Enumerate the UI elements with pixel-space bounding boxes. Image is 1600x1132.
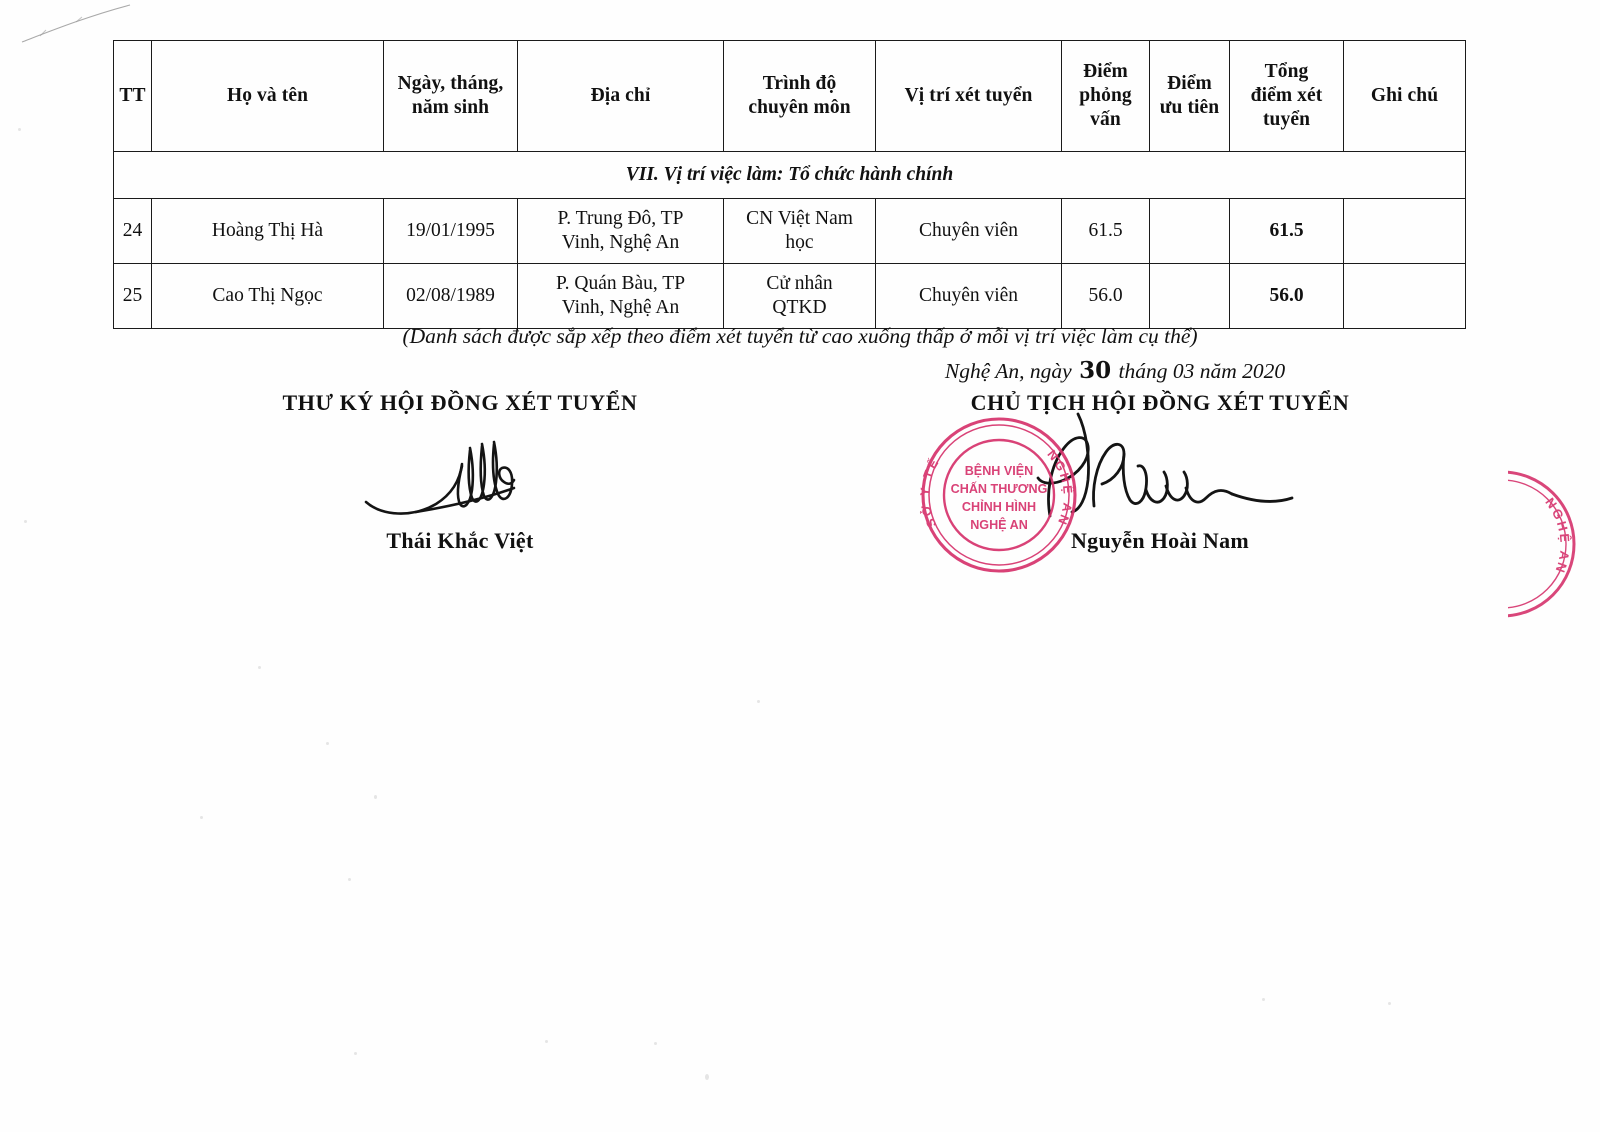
cell-address-line1: P. Quán Bàu, TP: [555, 273, 686, 295]
cell-dob: 02/08/1989: [383, 263, 518, 329]
dateline: Nghệ An, ngày 30 tháng 03 năm 2020: [905, 357, 1325, 384]
column-header-interview-score-line1: Điểm: [1083, 61, 1128, 83]
table-row: 25 Cao Thị Ngọc 02/08/1989 P. Quán Bàu, …: [113, 263, 1466, 329]
sorting-note: (Danh sách được sắp xếp theo điểm xét tu…: [402, 324, 1198, 348]
scan-speck: [18, 128, 21, 131]
candidate-table-container: TT Họ và tên Ngày, tháng, năm sinh Địa c…: [113, 40, 1466, 329]
column-header-dob-line1: Ngày, tháng,: [397, 73, 504, 95]
signature-block-chairman: CHỦ TỊCH HỘI ĐỒNG XÉT TUYỂN Nguyễn Hoài …: [880, 390, 1440, 554]
cell-address-line1: P. Trung Đô, TP: [557, 208, 684, 230]
candidate-table: TT Họ và tên Ngày, tháng, năm sinh Địa c…: [113, 40, 1466, 329]
column-header-interview-score: Điểm phỏng vấn: [1061, 40, 1150, 152]
handwritten-signature-icon: [364, 440, 516, 515]
scan-speck: [200, 816, 203, 819]
table-row: 24 Hoàng Thị Hà 19/01/1995 P. Trung Đô, …: [113, 198, 1466, 264]
cell-name: Cao Thị Ngọc: [151, 263, 384, 329]
dateline-prefix: Nghệ An, ngày: [944, 359, 1072, 383]
cell-position: Chuyên viên: [875, 198, 1062, 264]
cell-interview-score: 61.5: [1061, 198, 1150, 264]
handwritten-signature-icon: [1036, 412, 1294, 518]
cell-education: Cử nhân QTKD: [723, 263, 876, 329]
column-header-dob-line2: năm sinh: [411, 97, 490, 118]
scan-speck: [1388, 1002, 1391, 1005]
cell-note: [1343, 198, 1466, 264]
column-header-priority-score-line2: ưu tiên: [1159, 97, 1220, 118]
signature-area-chairman: [880, 412, 1440, 528]
signature-title-chairman: CHỦ TỊCH HỘI ĐỒNG XÉT TUYỂN: [970, 390, 1350, 415]
column-header-priority-score: Điểm ưu tiên: [1149, 40, 1230, 152]
cell-education-line1: Cử nhân: [766, 273, 833, 295]
cell-address: P. Trung Đô, TP Vinh, Nghệ An: [517, 198, 724, 264]
partial-seal-stamp-icon: NGHỆ AN: [1508, 470, 1576, 618]
column-header-total-score-line2: điểm xét: [1250, 85, 1323, 107]
signature-name-chairman: Nguyễn Hoài Nam: [1070, 528, 1250, 553]
dateline-day: 30: [1079, 357, 1112, 384]
cell-priority-score: [1149, 263, 1230, 329]
cell-tt: 25: [113, 263, 152, 329]
scan-speck: [374, 795, 377, 799]
table-header-row: TT Họ và tên Ngày, tháng, năm sinh Địa c…: [113, 40, 1466, 152]
cell-interview-score: 56.0: [1061, 263, 1150, 329]
column-header-total-score-line1: Tổng: [1264, 61, 1309, 83]
cell-position: Chuyên viên: [875, 263, 1062, 329]
column-header-interview-score-line3: vấn: [1090, 108, 1121, 130]
scan-speck: [354, 1052, 357, 1055]
section-title: VII. Vị trí việc làm: Tổ chức hành chính: [113, 151, 1466, 199]
scan-speck: [326, 742, 329, 745]
svg-text:NGHỆ AN: NGHỆ AN: [1542, 495, 1572, 577]
scan-speck: [24, 520, 27, 523]
cell-address-line2: Vinh, Nghệ An: [561, 297, 680, 318]
scan-speck: [654, 1042, 657, 1045]
signature-name-secretary: Thái Khắc Việt: [386, 528, 534, 553]
column-header-education: Trình độ chuyên môn: [723, 40, 876, 152]
column-header-position: Vị trí xét tuyển: [875, 40, 1062, 152]
cell-education: CN Việt Nam học: [723, 198, 876, 264]
column-header-note: Ghi chú: [1343, 40, 1466, 152]
column-header-interview-score-line2: phỏng: [1079, 85, 1132, 107]
cell-total-score: 61.5: [1229, 198, 1344, 264]
column-header-address: Địa chỉ: [517, 40, 724, 152]
column-header-education-line1: Trình độ: [762, 73, 837, 95]
scan-speck: [348, 878, 351, 881]
cell-priority-score: [1149, 198, 1230, 264]
column-header-total-score-line3: tuyển: [1262, 108, 1311, 130]
cell-education-line2: học: [785, 232, 814, 253]
cell-education-line1: CN Việt Nam: [746, 208, 853, 230]
cell-dob: 19/01/1995: [383, 198, 518, 264]
section-title-row: VII. Vị trí việc làm: Tổ chức hành chính: [113, 151, 1466, 199]
column-header-total-score: Tổng điểm xét tuyển: [1229, 40, 1344, 152]
column-header-priority-score-line1: Điểm: [1167, 73, 1212, 95]
column-header-dob: Ngày, tháng, năm sinh: [383, 40, 518, 152]
column-header-tt: TT: [113, 40, 152, 152]
scan-speck: [1262, 998, 1265, 1001]
column-header-name: Họ và tên: [151, 40, 384, 152]
cell-note: [1343, 263, 1466, 329]
scan-speck: [757, 700, 760, 703]
column-header-education-line2: chuyên môn: [748, 97, 851, 118]
scan-speck: [545, 1040, 548, 1043]
cell-name: Hoàng Thị Hà: [151, 198, 384, 264]
cell-address: P. Quán Bàu, TP Vinh, Nghệ An: [517, 263, 724, 329]
signature-block-secretary: THƯ KÝ HỘI ĐỒNG XÉT TUYỂN Thái Khắc Việt: [180, 390, 740, 554]
cell-total-score: 56.0: [1229, 263, 1344, 329]
cell-education-line2: QTKD: [772, 297, 827, 318]
cell-address-line2: Vinh, Nghệ An: [561, 232, 680, 253]
signature-title-secretary: THƯ KÝ HỘI ĐỒNG XÉT TUYỂN: [282, 390, 638, 415]
dateline-rest: tháng 03 năm 2020: [1118, 359, 1286, 383]
signature-area-secretary: [180, 416, 740, 528]
scan-speck: [705, 1074, 709, 1080]
cell-tt: 24: [113, 198, 152, 264]
scan-speck: [258, 666, 261, 669]
